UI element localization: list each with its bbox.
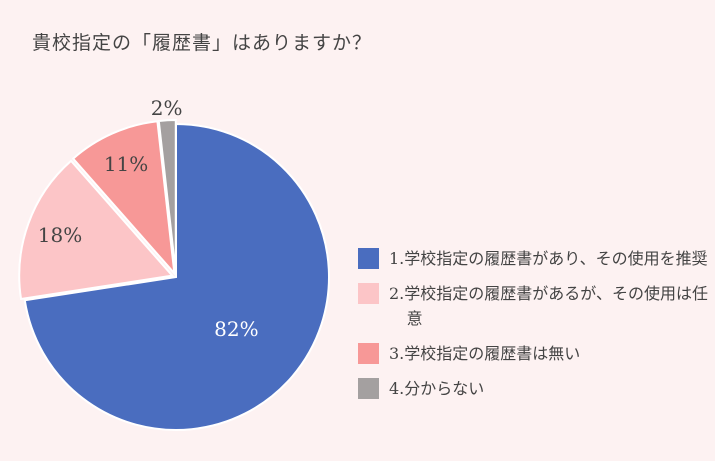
legend-swatch [358, 378, 379, 399]
pie-slice-3 [71, 120, 176, 277]
pie-value-label-4: 2% [151, 96, 183, 120]
legend-item-1: 1.学校指定の履歴書があり、その使用を推奨 [358, 246, 708, 271]
pie-value-label-3: 11% [104, 152, 148, 176]
chart-title: 貴校指定の「履歴書」はありますか？ [32, 32, 373, 54]
legend-swatch [358, 248, 379, 269]
legend: 1.学校指定の履歴書があり、その使用を推奨 2.学校指定の履歴書があるが、その使用… [358, 246, 708, 411]
legend-label: 1.学校指定の履歴書があり、その使用を推奨 [389, 249, 708, 268]
legend-label: 4.分からない [389, 379, 485, 398]
legend-item-2: 2.学校指定の履歴書があるが、その使用は任意 [358, 281, 708, 331]
legend-label: 2.学校指定の履歴書があるが、その使用は任意 [389, 284, 708, 328]
legend-item-3: 3.学校指定の履歴書は無い [358, 341, 708, 366]
legend-item-4: 4.分からない [358, 376, 708, 401]
pie-value-label-1: 82% [214, 317, 258, 341]
pie-value-label-2: 18% [38, 223, 82, 247]
pie-slice-1 [23, 122, 330, 431]
pie-slice-2 [18, 159, 175, 301]
pie-slice-4 [157, 119, 177, 274]
legend-swatch [358, 283, 379, 304]
legend-label: 3.学校指定の履歴書は無い [389, 344, 581, 363]
legend-swatch [358, 343, 379, 364]
